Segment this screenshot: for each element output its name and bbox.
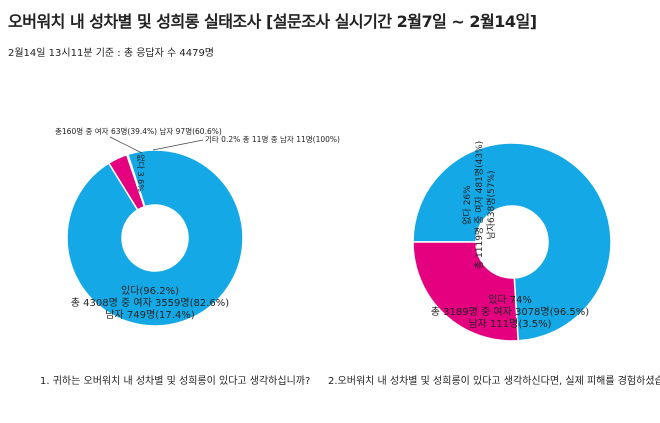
svg-text:총 3189명 중 여자 3078명(96.5%): 총 3189명 중 여자 3078명(96.5%) — [431, 306, 589, 318]
svg-text:남자 111명(3.5%): 남자 111명(3.5%) — [468, 318, 551, 330]
svg-text:없다 26%: 없다 26% — [462, 185, 473, 225]
svg-text:총 4308명 중 여자 3559명(82.6%): 총 4308명 중 여자 3559명(82.6%) — [71, 297, 229, 309]
chart1-slice-0-label: 있다(96.2%)총 4308명 중 여자 3559명(82.6%)남자 749… — [71, 285, 229, 321]
page-title: 오버워치 내 성차별 및 성희롱 실태조사 [설문조사 실시기간 2월7일 ~ … — [8, 12, 537, 31]
chart1-slice-2 — [125, 153, 146, 208]
survey-info: 2월14일 13시11분 기준 : 총 응답자 수 4479명 — [8, 48, 215, 59]
chart2-slice-0 — [412, 142, 612, 342]
svg-text:없다 3.6%: 없다 3.6% — [136, 154, 145, 192]
svg-text:총 1119명 중 여자 481명(43%): 총 1119명 중 여자 481명(43%) — [473, 141, 485, 269]
chart1-none-leader — [109, 136, 143, 154]
svg-text:있다(96.2%): 있다(96.2%) — [121, 285, 179, 297]
chart1-slice-0 — [66, 149, 244, 327]
svg-text:있다 74%: 있다 74% — [488, 294, 532, 306]
chart1-other-leader — [152, 139, 204, 151]
chart1-other-callout: 기타 0.2% 총 11명 중 남자 11명(100%) — [205, 134, 340, 144]
chart2-question: 2.오버워치 내 성차별 및 성희롱이 있다고 생각하신다면, 실제 피해를 경… — [328, 374, 660, 387]
chart2-slice-1-label: 없다 26% 총 1119명 중 여자 481명(43%) 남자638명(57%) — [462, 141, 497, 269]
svg-text:남자638명(57%): 남자638명(57%) — [486, 170, 497, 239]
svg-text:남자 749명(17.4%): 남자 749명(17.4%) — [105, 309, 195, 321]
chart1-slice-1-label: 없다 3.6% — [136, 154, 145, 192]
chart1-question: 1. 귀하는 오버워치 내 성차별 및 성희롱이 있다고 생각하십니까? — [40, 374, 310, 387]
chart2-slice-1 — [412, 241, 520, 342]
chart2-slice-0-label: 있다 74%총 3189명 중 여자 3078명(96.5%)남자 111명(3… — [431, 294, 589, 330]
chart1-none-callout: 총160명 중 여자 63명(39.4%) 남자 97명(60.6%) — [55, 126, 222, 136]
